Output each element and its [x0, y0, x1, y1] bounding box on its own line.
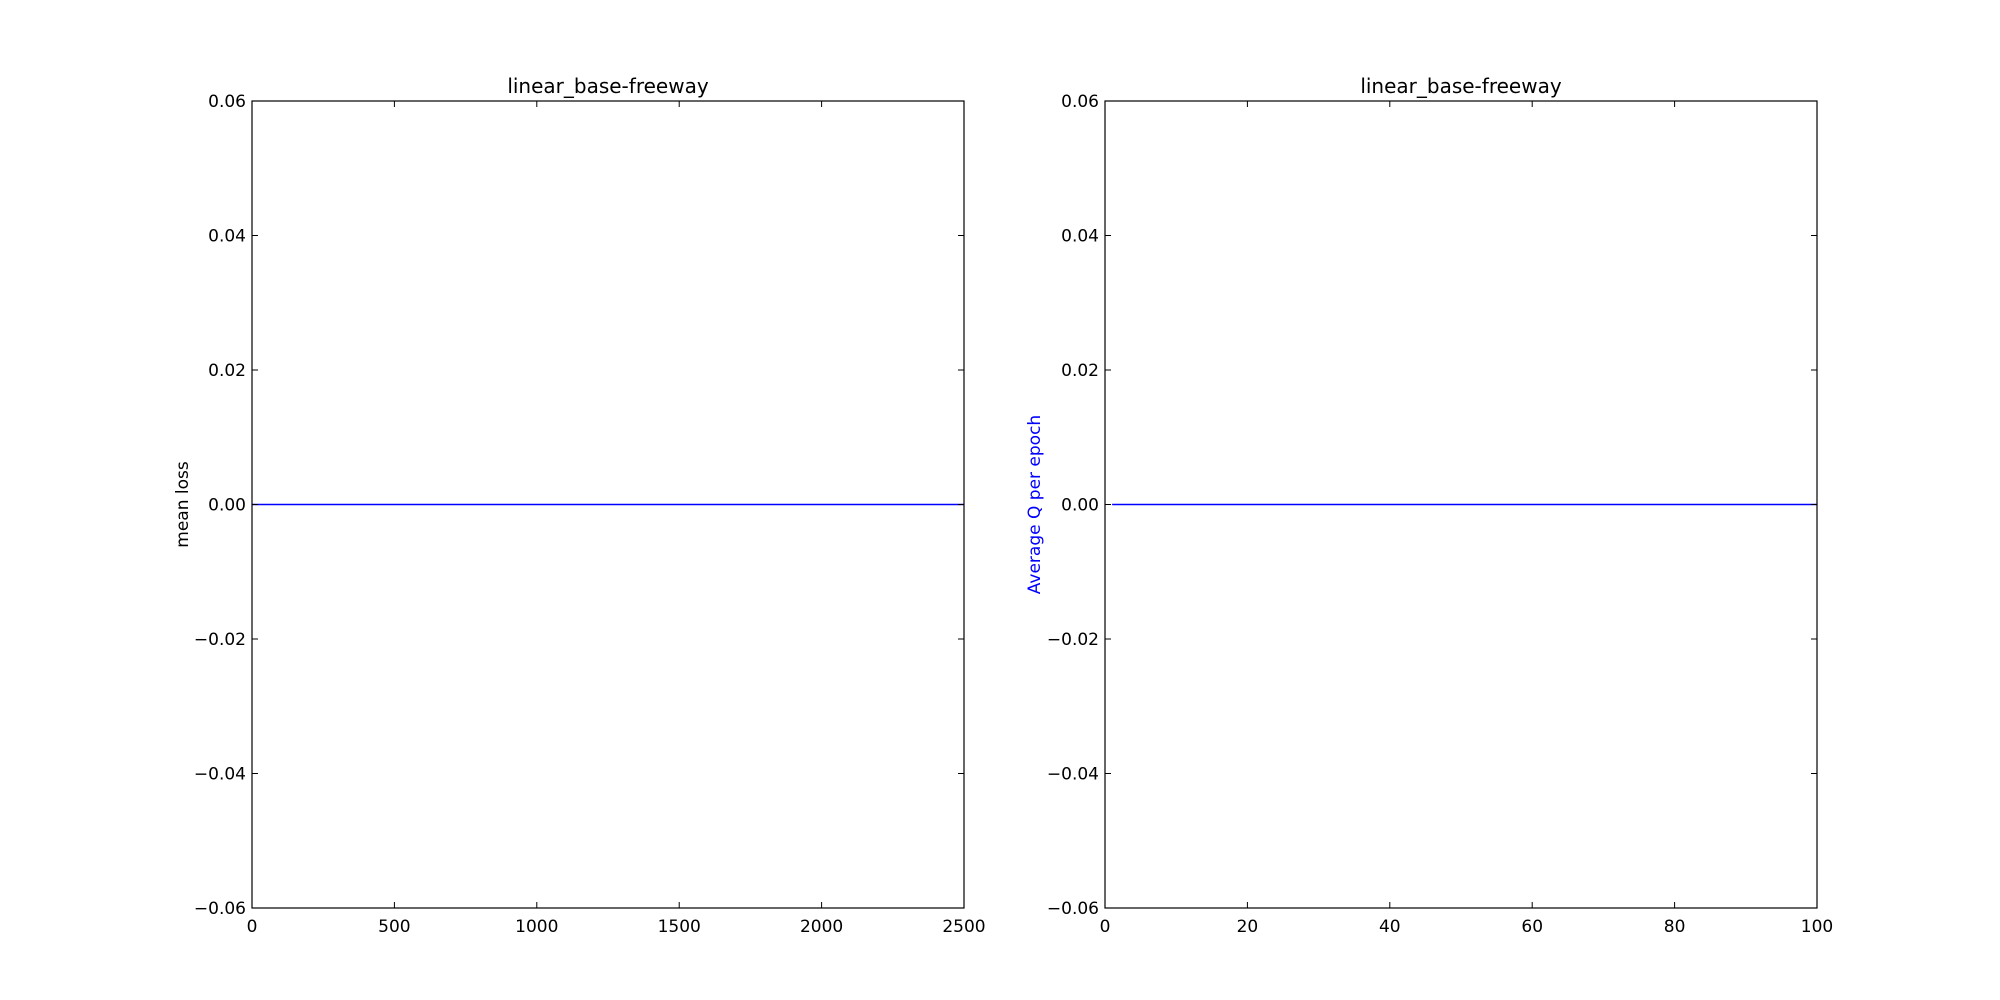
- chart-title: linear_base-freeway: [1360, 74, 1562, 98]
- y-tick-label: 0.02: [1061, 361, 1099, 381]
- x-tick-label: 40: [1379, 917, 1401, 937]
- plot-frame: [1104, 100, 1818, 909]
- x-tick-label: 2000: [800, 917, 843, 937]
- x-tick-label: 2500: [942, 917, 985, 937]
- x-tick-label: 100: [1801, 917, 1833, 937]
- plot-frame: [251, 100, 965, 909]
- x-tick-label: 500: [378, 917, 410, 937]
- x-tick-label: 0: [1100, 917, 1111, 937]
- y-tick-label: 0.06: [1061, 92, 1099, 112]
- y-tick-label: 0.00: [208, 496, 246, 516]
- x-tick-label: 60: [1521, 917, 1543, 937]
- x-tick-label: 1000: [515, 917, 558, 937]
- subplot-left: linear_base-freeway mean loss 0 500 1000 15…: [173, 74, 986, 937]
- y-tick-label: −0.02: [1047, 630, 1099, 650]
- x-tick-label: 20: [1237, 917, 1259, 937]
- x-tick-label: 0: [247, 917, 258, 937]
- subplot-right: linear_base-freeway Average Q per epoch …: [1025, 74, 1833, 937]
- y-tick-label: −0.06: [1047, 899, 1099, 919]
- y-tick-label: 0.04: [208, 227, 246, 247]
- y-tick-label: −0.06: [194, 899, 246, 919]
- chart-title: linear_base-freeway: [507, 74, 709, 98]
- x-tick-label: 80: [1664, 917, 1686, 937]
- y-axis-label: mean loss: [173, 461, 193, 548]
- x-tick-label: 1500: [658, 917, 701, 937]
- y-tick-label: 0.04: [1061, 227, 1099, 247]
- y-tick-label: −0.04: [1047, 765, 1099, 785]
- y-tick-label: 0.02: [208, 361, 246, 381]
- y-tick-label: 0.06: [208, 92, 246, 112]
- y-tick-label: −0.02: [194, 630, 246, 650]
- y-tick-label: 0.00: [1061, 496, 1099, 516]
- y-tick-label: −0.04: [194, 765, 246, 785]
- y-axis-label: Average Q per epoch: [1025, 415, 1045, 594]
